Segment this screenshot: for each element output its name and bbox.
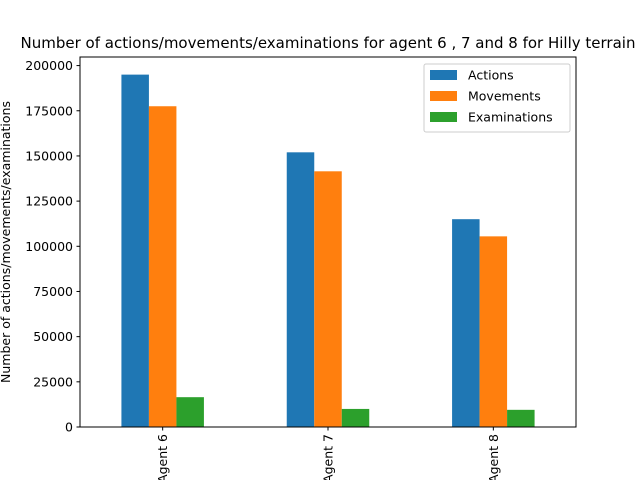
x-axis-ticks: Agent 6 Agent 7 Agent 8 <box>155 427 501 480</box>
y-axis-ticks: 0 25000 50000 75000 100000 125000 150000 175000… <box>25 58 80 435</box>
y-tick-label: 0 <box>65 420 73 435</box>
y-tick-label: 100000 <box>25 239 73 254</box>
y-axis-label: Number of actions/movements/examinations <box>0 101 13 383</box>
bar-actions-agent-8 <box>452 219 480 427</box>
plot-frame <box>79 56 577 428</box>
legend-swatch <box>430 91 457 101</box>
x-tick-label: Agent 8 <box>486 434 501 480</box>
bar-movements-agent-7 <box>314 171 342 427</box>
legend-box <box>423 63 571 133</box>
legend-label: Examinations <box>468 110 553 125</box>
x-tick-label: Agent 6 <box>155 434 170 480</box>
x-tick-label: Agent 7 <box>321 434 336 480</box>
y-tick-label: 150000 <box>25 148 73 163</box>
bars-group <box>121 74 535 428</box>
y-tick-label: 175000 <box>25 103 73 118</box>
legend-label: Actions <box>468 68 514 83</box>
legend-swatch <box>430 112 457 122</box>
y-tick-label: 75000 <box>33 284 73 299</box>
legend: Actions Movements Examinations <box>423 63 571 133</box>
y-tick-label: 125000 <box>25 194 73 209</box>
bar-movements-agent-6 <box>148 106 177 428</box>
y-tick-label: 200000 <box>25 58 73 73</box>
bar-examinations-agent-7 <box>341 408 370 427</box>
bar-examinations-agent-8 <box>507 409 535 427</box>
y-tick-label: 25000 <box>33 374 73 389</box>
legend-label: Movements <box>468 89 541 104</box>
legend-swatch <box>430 70 457 80</box>
chart-title: Number of actions/movements/examinations… <box>21 34 636 52</box>
bar-actions-agent-6 <box>121 74 149 428</box>
y-tick-label: 50000 <box>33 329 73 344</box>
bar-actions-agent-7 <box>286 152 315 427</box>
bar-movements-agent-8 <box>479 236 508 427</box>
bar-examinations-agent-6 <box>176 397 204 427</box>
